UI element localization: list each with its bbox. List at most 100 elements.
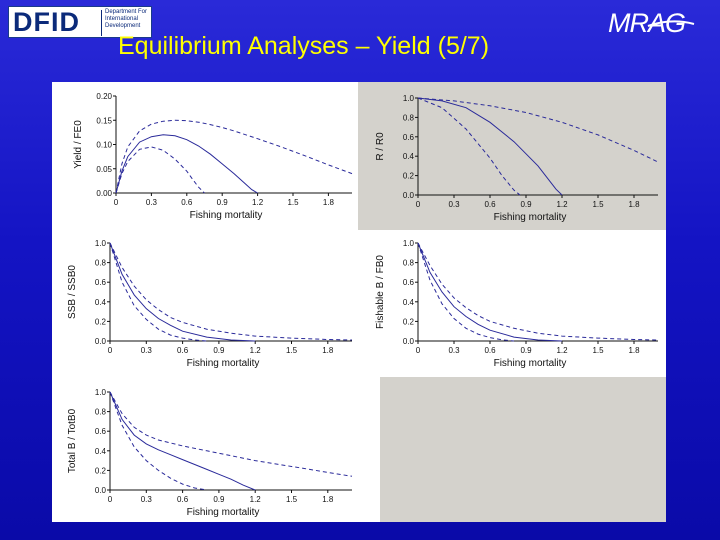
series-line-2 [109, 391, 353, 477]
x-tick-label: 1.8 [322, 346, 334, 355]
x-tick-label: 0.6 [181, 198, 193, 207]
dfid-logo-text: DFID [13, 7, 80, 37]
y-axis-label: Fishable B / FB0 [375, 255, 386, 329]
y-tick-label: 0.2 [403, 172, 415, 181]
chart-3-background [52, 230, 358, 377]
dfid-logo-line-1: Department For [105, 9, 148, 15]
series-line-2 [417, 242, 659, 341]
x-tick-label: 0.9 [217, 198, 229, 207]
dfid-logo: DFID Department For International Develo… [8, 6, 152, 38]
x-tick-label: 1.2 [556, 346, 568, 355]
y-tick-label: 0.0 [95, 486, 107, 495]
series-line-3 [109, 391, 207, 491]
series-line-3 [417, 97, 521, 196]
y-tick-label: 0.8 [403, 113, 415, 122]
x-tick-label: 0 [108, 346, 113, 355]
x-tick-label: 1.2 [556, 200, 568, 209]
y-tick-label: 0.6 [403, 133, 415, 142]
y-tick-label: 0.8 [95, 408, 107, 417]
x-tick-label: 0.6 [177, 495, 189, 504]
mrag-logo-text: MRAG [608, 8, 686, 38]
page-title: Equilibrium Analyses – Yield (5/7) [118, 32, 490, 60]
y-tick-label: 0.4 [403, 152, 415, 161]
series-line-1 [115, 134, 258, 194]
mrag-swoosh-icon [647, 20, 695, 27]
y-tick-label: 0.8 [403, 259, 415, 268]
x-axis-label: Fishing mortality [187, 507, 260, 518]
chart-5: 0.0 0.2 0.4 0.6 0.8 1.0 0 0.3 0.6 0.9 1.2 1.5 1.8 Fis… [52, 377, 380, 522]
x-axis-label: Fishing mortality [494, 212, 567, 223]
chart-1: 0.00 0.05 0.10 0.15 0.20 0 0.3 0.6 0.9 1.2 1.5 1.8 F… [52, 82, 358, 230]
x-tick-label: 1.5 [287, 198, 299, 207]
x-axis-label: Fishing mortality [187, 358, 260, 369]
chart-4-background [358, 230, 666, 377]
series-line-1 [109, 391, 256, 491]
series-line-3 [109, 242, 207, 342]
y-tick-label: 0.2 [403, 317, 415, 326]
series-line-2 [109, 242, 353, 341]
x-tick-label: 0.6 [177, 346, 189, 355]
y-tick-label: 0.0 [403, 191, 415, 200]
y-tick-label: 1.0 [95, 239, 107, 248]
chart-2-background [358, 82, 666, 230]
x-tick-label: 0.3 [141, 495, 153, 504]
mrag-logo: MRAG [608, 8, 695, 39]
y-tick-label: 0.2 [95, 466, 107, 475]
y-tick-label: 0.4 [95, 447, 107, 456]
x-tick-label: 1.2 [252, 198, 264, 207]
y-tick-label: 0.8 [95, 259, 107, 268]
y-tick-label: 0.0 [95, 337, 107, 346]
x-tick-label: 0.9 [520, 346, 532, 355]
y-tick-label: 1.0 [403, 239, 415, 248]
x-tick-label: 0 [416, 200, 421, 209]
x-tick-label: 0 [416, 346, 421, 355]
empty-plot-cell [380, 377, 666, 522]
chart-5-background [52, 377, 380, 522]
x-tick-label: 0.9 [213, 495, 225, 504]
x-axis-label: Fishing mortality [494, 358, 567, 369]
chart-4: 0.0 0.2 0.4 0.6 0.8 1.0 0 0.3 0.6 0.9 1.2 1.5 1.8 Fis… [358, 230, 666, 377]
x-tick-label: 1.5 [286, 346, 298, 355]
series-line-3 [417, 242, 515, 342]
x-tick-label: 0.3 [141, 346, 153, 355]
y-axis-label: SSB / SSB0 [67, 265, 78, 319]
y-tick-label: 0.4 [95, 298, 107, 307]
series-line-2 [115, 119, 353, 194]
y-tick-label: 0.0 [403, 337, 415, 346]
y-tick-label: 0.6 [403, 278, 415, 287]
series-line-1 [109, 242, 256, 342]
x-tick-label: 1.5 [592, 346, 604, 355]
series-line-2 [417, 97, 659, 163]
y-axis-label: Yield / FE0 [73, 120, 84, 169]
series-line-1 [417, 242, 563, 342]
x-tick-label: 1.8 [323, 198, 335, 207]
x-tick-label: 0.9 [520, 200, 532, 209]
x-tick-label: 0.3 [146, 198, 158, 207]
x-tick-label: 1.2 [250, 346, 262, 355]
chart-3: 0.0 0.2 0.4 0.6 0.8 1.0 0 0.3 0.6 0.9 1.2 1.5 1.8 Fis… [52, 230, 358, 377]
series-line-1 [417, 97, 563, 196]
x-tick-label: 1.8 [322, 495, 334, 504]
y-tick-label: 0.10 [96, 141, 112, 150]
y-tick-label: 0.6 [95, 278, 107, 287]
y-axis-label: Total B / TotB0 [67, 408, 78, 473]
chart-1-background [52, 82, 358, 230]
x-tick-label: 1.8 [628, 346, 640, 355]
chart-2: 0.0 0.2 0.4 0.6 0.8 1.0 0 0.3 0.6 0.9 1.2 1.5 1.8 Fis… [358, 82, 666, 230]
dfid-logo-line-2: International [105, 16, 139, 22]
y-tick-label: 0.15 [96, 116, 112, 125]
y-tick-label: 0.20 [96, 92, 112, 101]
y-tick-label: 0.00 [96, 189, 112, 198]
dfid-logo-line-3: Development [105, 23, 141, 29]
x-tick-label: 1.2 [250, 495, 262, 504]
x-tick-label: 0.3 [448, 200, 460, 209]
dfid-logo-subtext: Department For International Development [105, 9, 153, 30]
x-tick-label: 1.8 [628, 200, 640, 209]
dfid-logo-divider [101, 10, 102, 36]
y-tick-label: 0.05 [96, 165, 112, 174]
y-tick-label: 0.6 [95, 427, 107, 436]
x-tick-label: 0.6 [484, 346, 496, 355]
x-tick-label: 0.6 [484, 200, 496, 209]
x-tick-label: 0 [114, 198, 119, 207]
